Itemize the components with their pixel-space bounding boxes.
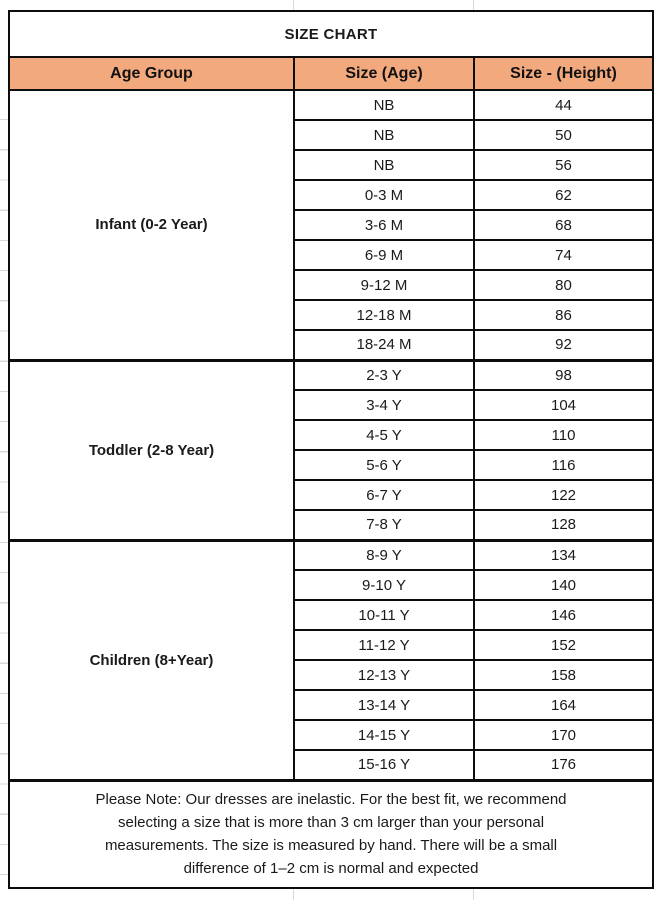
height-cell: 146 bbox=[472, 599, 655, 631]
size-cell: 3-6 M bbox=[293, 209, 475, 241]
sheet-gridline bbox=[473, 0, 474, 10]
column-header-size-height: Size - (Height) bbox=[472, 56, 655, 91]
table-row: 5-6 Y 116 bbox=[9, 449, 655, 481]
sheet-gridlines-left bbox=[0, 90, 8, 886]
size-cell: 11-12 Y bbox=[293, 629, 475, 661]
table-row: 18-24 M 92 bbox=[9, 329, 655, 361]
height-cell: 140 bbox=[472, 569, 655, 601]
height-cell: 56 bbox=[472, 149, 655, 181]
size-cell: 10-11 Y bbox=[293, 599, 475, 631]
size-cell: 15-16 Y bbox=[293, 749, 475, 781]
table-row: Infant (0-2 Year) NB 44 bbox=[8, 89, 655, 361]
table-row: 14-15 Y 170 bbox=[9, 719, 655, 751]
table-row: 6-9 M 74 bbox=[9, 239, 655, 271]
table-row: Toddler (2-8 Year) 2-3 Y 98 bbox=[8, 358, 655, 541]
column-header-age-group: Age Group bbox=[8, 56, 295, 91]
sheet-gridline bbox=[293, 886, 294, 900]
size-cell: 9-12 M bbox=[293, 269, 475, 301]
size-cell: 18-24 M bbox=[293, 329, 475, 361]
height-cell: 116 bbox=[472, 449, 655, 481]
height-cell: 80 bbox=[472, 269, 655, 301]
height-cell: 152 bbox=[472, 629, 655, 661]
table-row: NB 56 bbox=[9, 149, 655, 181]
table-row: 12-13 Y 158 bbox=[9, 659, 655, 691]
height-cell: 68 bbox=[472, 209, 655, 241]
group-label-children: Children (8+Year) bbox=[8, 538, 295, 781]
height-cell: 158 bbox=[472, 659, 655, 691]
size-cell: 4-5 Y bbox=[293, 419, 475, 451]
height-cell: 164 bbox=[472, 689, 655, 721]
height-cell: 104 bbox=[472, 389, 655, 421]
size-cell: 13-14 Y bbox=[293, 689, 475, 721]
note-row: Please Note: Our dresses are inelastic. … bbox=[7, 778, 655, 889]
sheet-gridline bbox=[293, 0, 294, 10]
height-cell: 122 bbox=[472, 479, 655, 511]
chart-title: SIZE CHART bbox=[7, 10, 655, 58]
height-cell: 170 bbox=[472, 719, 655, 751]
table-row: 11-12 Y 152 bbox=[9, 629, 655, 661]
table-row: 12-18 M 86 bbox=[9, 299, 655, 331]
height-cell: 110 bbox=[472, 419, 655, 451]
height-cell: 86 bbox=[472, 299, 655, 331]
size-cell: NB bbox=[293, 89, 475, 121]
size-cell: 12-13 Y bbox=[293, 659, 475, 691]
table-row: 4-5 Y 110 bbox=[9, 419, 655, 451]
table-row: Children (8+Year) 8-9 Y 134 bbox=[8, 538, 655, 781]
size-cell: 3-4 Y bbox=[293, 389, 475, 421]
table-row: 3-6 M 68 bbox=[9, 209, 655, 241]
size-cell: NB bbox=[293, 149, 475, 181]
footer-note-cell: Please Note: Our dresses are inelastic. … bbox=[7, 778, 655, 889]
header-row: Age Group Size (Age) Size - (Height) bbox=[8, 56, 655, 91]
table-row: 6-7 Y 122 bbox=[9, 479, 655, 511]
sheet-gridline bbox=[473, 886, 474, 900]
footer-note: Please Note: Our dresses are inelastic. … bbox=[95, 790, 567, 878]
size-cell: 7-8 Y bbox=[293, 509, 475, 541]
size-cell: 2-3 Y bbox=[293, 358, 475, 391]
height-cell: 50 bbox=[472, 119, 655, 151]
table-row: 13-14 Y 164 bbox=[9, 689, 655, 721]
table-row: 0-3 M 62 bbox=[9, 179, 655, 211]
size-chart-table: SIZE CHART Age Group Size (Age) Size - (… bbox=[7, 10, 655, 889]
size-cell: 6-9 M bbox=[293, 239, 475, 271]
table-row: 15-16 Y 176 bbox=[9, 749, 655, 781]
height-cell: 98 bbox=[472, 358, 655, 391]
title-row: SIZE CHART bbox=[7, 10, 655, 58]
height-cell: 92 bbox=[472, 329, 655, 361]
group-label-toddler: Toddler (2-8 Year) bbox=[8, 358, 295, 541]
height-cell: 128 bbox=[472, 509, 655, 541]
size-cell: NB bbox=[293, 119, 475, 151]
table-row: NB 50 bbox=[9, 119, 655, 151]
table-row: 3-4 Y 104 bbox=[9, 389, 655, 421]
height-cell: 74 bbox=[472, 239, 655, 271]
table-row: 9-12 M 80 bbox=[9, 269, 655, 301]
size-cell: 8-9 Y bbox=[293, 538, 475, 571]
height-cell: 176 bbox=[472, 749, 655, 781]
height-cell: 44 bbox=[472, 89, 655, 121]
table-row: 9-10 Y 140 bbox=[9, 569, 655, 601]
height-cell: 62 bbox=[472, 179, 655, 211]
height-cell: 134 bbox=[472, 538, 655, 571]
group-label-infant: Infant (0-2 Year) bbox=[8, 89, 295, 361]
column-header-size-age: Size (Age) bbox=[293, 56, 475, 91]
table-row: 10-11 Y 146 bbox=[9, 599, 655, 631]
size-cell: 9-10 Y bbox=[293, 569, 475, 601]
size-cell: 6-7 Y bbox=[293, 479, 475, 511]
size-cell: 0-3 M bbox=[293, 179, 475, 211]
size-cell: 12-18 M bbox=[293, 299, 475, 331]
size-cell: 5-6 Y bbox=[293, 449, 475, 481]
table-row: 7-8 Y 128 bbox=[9, 509, 655, 541]
size-cell: 14-15 Y bbox=[293, 719, 475, 751]
